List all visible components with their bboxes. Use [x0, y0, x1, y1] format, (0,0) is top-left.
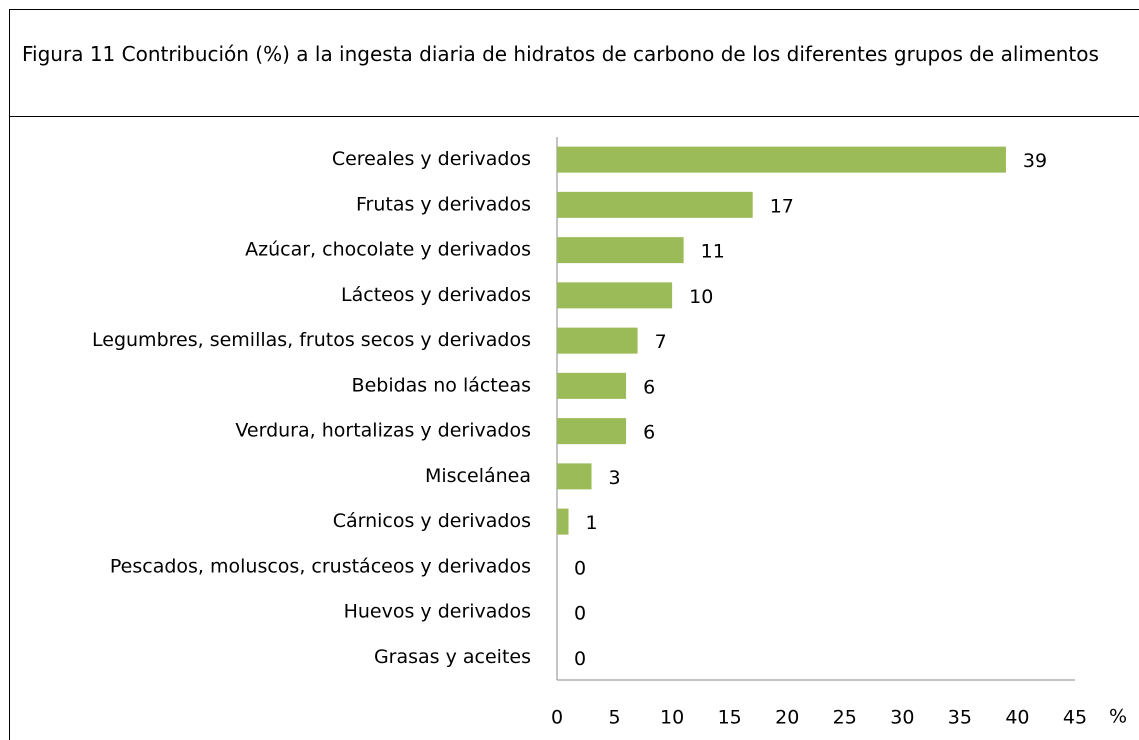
bar	[557, 237, 684, 264]
y-tick-label: Legumbres, semillas, frutos secos y deri…	[92, 329, 531, 351]
data-label: 0	[574, 557, 586, 579]
x-tick-label: 35	[948, 707, 972, 729]
x-tick-label: 15	[718, 707, 742, 729]
x-tick-label: 25	[833, 707, 857, 729]
x-tick-label: 10	[660, 707, 684, 729]
bar	[557, 282, 673, 309]
chart-title: Figura 11 Contribución (%) a la ingesta …	[9, 9, 1139, 117]
frame	[9, 116, 1139, 740]
y-tick-label: Frutas y derivados	[356, 193, 531, 215]
data-label: 1	[586, 512, 598, 534]
x-tick-label: 5	[609, 707, 621, 729]
bar	[557, 327, 638, 354]
bar	[557, 372, 627, 399]
data-label: 3	[609, 467, 621, 489]
data-label: 6	[643, 422, 655, 444]
data-label: 11	[701, 241, 725, 263]
x-tick-label: 20	[775, 707, 799, 729]
data-label: 17	[770, 195, 794, 217]
x-tick-label: 40	[1005, 707, 1029, 729]
y-tick-label: Grasas y aceites	[374, 646, 531, 668]
data-label: 39	[1023, 150, 1047, 172]
y-tick-label: Huevos y derivados	[344, 601, 531, 623]
y-tick-label: Miscelánea	[425, 465, 531, 487]
data-label: 0	[574, 603, 586, 625]
y-tick-label: Lácteos y derivados	[341, 284, 531, 306]
bar	[557, 146, 1006, 173]
bar	[557, 418, 627, 445]
x-tick-label: 45	[1063, 707, 1087, 729]
y-tick-label: Azúcar, chocolate y derivados	[245, 239, 531, 261]
x-tick-label: 30	[890, 707, 914, 729]
bar	[557, 463, 592, 490]
x-tick-label: 0	[551, 707, 563, 729]
data-label: 0	[574, 648, 586, 670]
y-tick-label: Pescados, moluscos, crustáceos y derivad…	[110, 555, 531, 577]
y-tick-label: Cereales y derivados	[332, 148, 531, 170]
data-label: 6	[643, 376, 655, 398]
y-tick-label: Bebidas no lácteas	[352, 374, 531, 396]
data-label: 7	[655, 331, 667, 353]
bar	[557, 191, 753, 218]
bar	[557, 508, 569, 535]
y-tick-label: Cárnicos y derivados	[333, 510, 531, 532]
data-label: 10	[689, 286, 713, 308]
x-axis-label: %	[1109, 706, 1127, 728]
y-tick-label: Verdura, hortalizas y derivados	[235, 420, 531, 442]
